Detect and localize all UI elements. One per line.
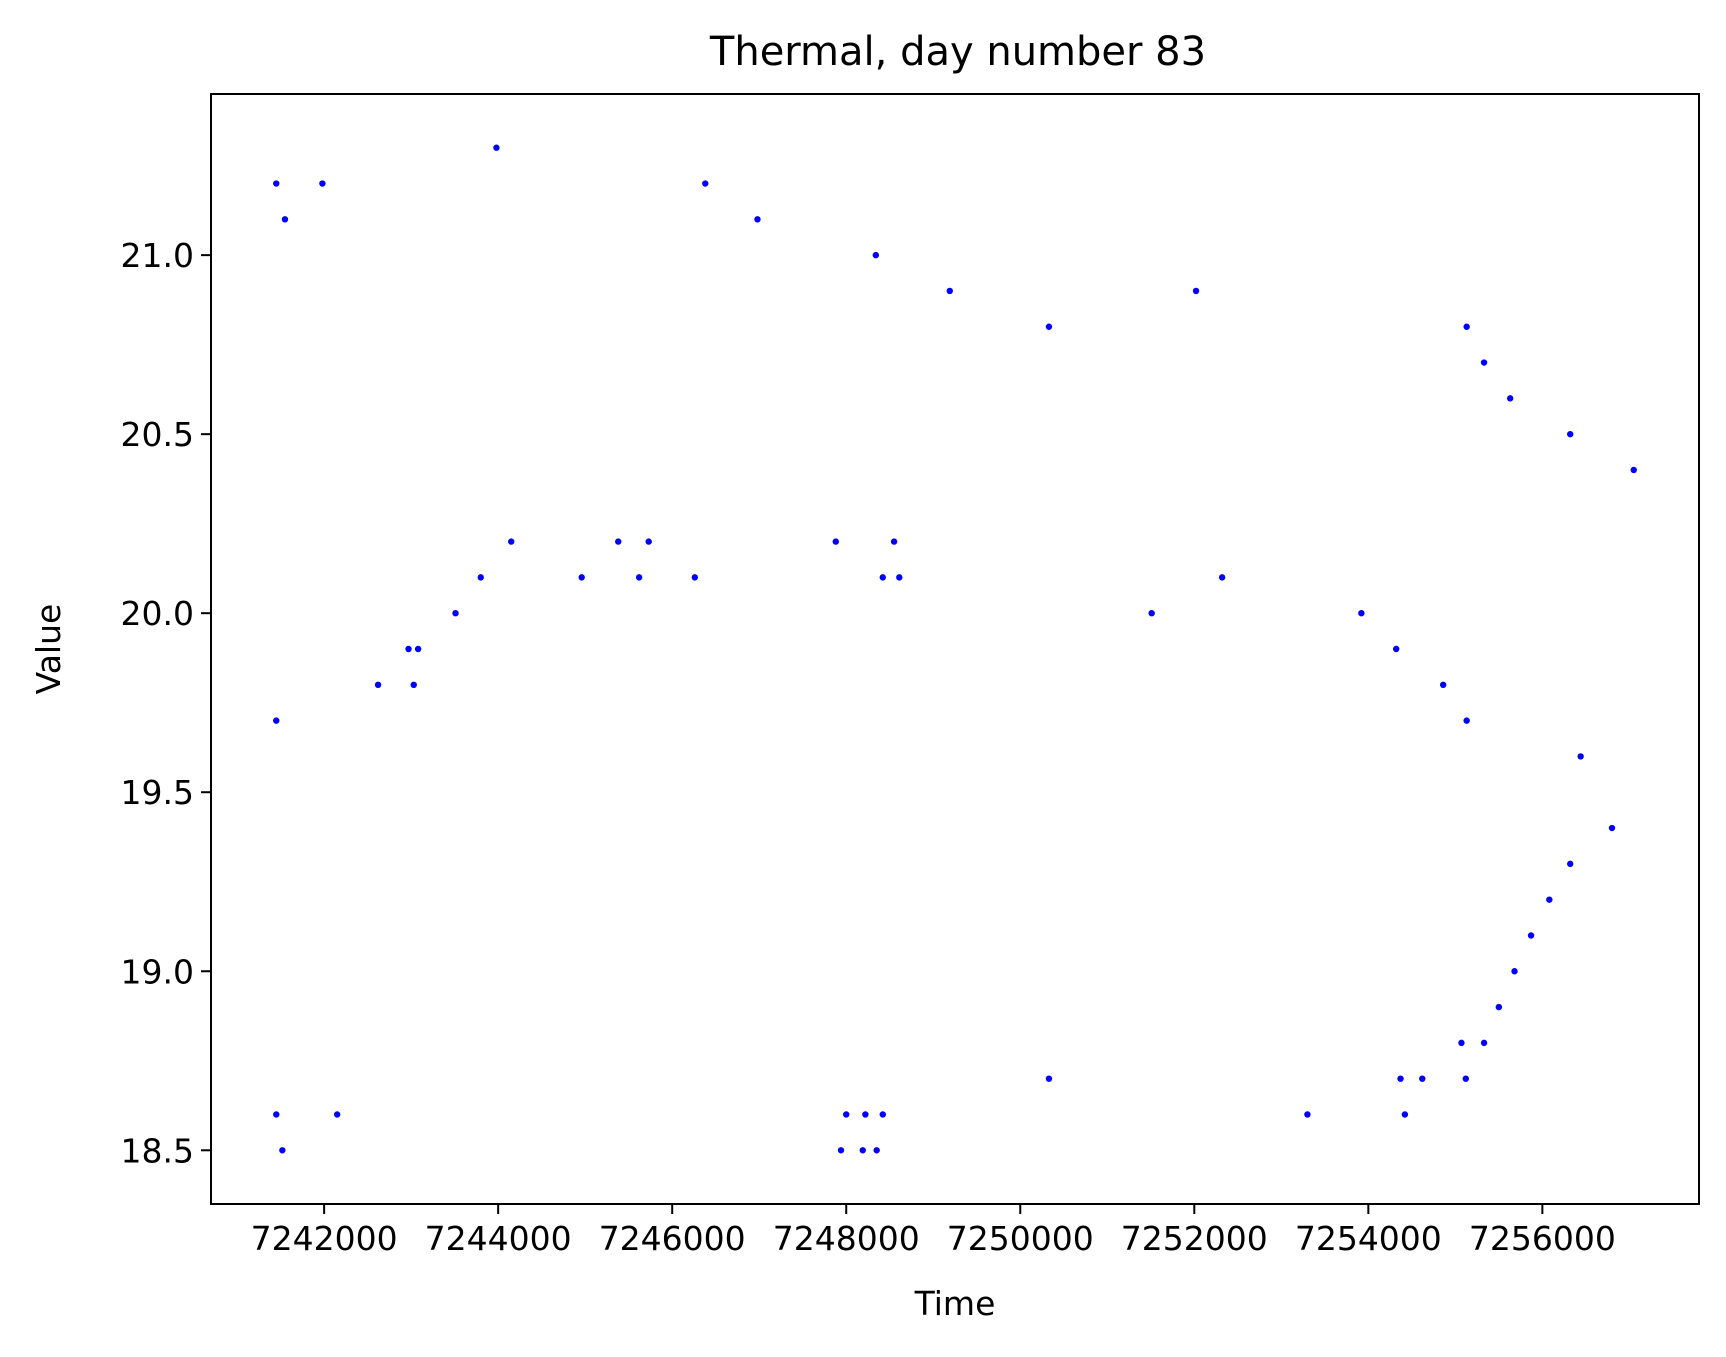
x-tick-label: 7254000 — [1295, 1219, 1442, 1258]
x-tick-label: 7250000 — [947, 1219, 1094, 1258]
x-axis: 7242000 7244000 7246000 7248000 7250000 72520… — [251, 1204, 1616, 1258]
data-point — [1045, 323, 1053, 330]
data-point — [1630, 466, 1637, 474]
y-axis-label: Value — [29, 604, 68, 695]
chart-title: Thermal, day number 83 — [709, 29, 1206, 75]
x-axis-label: Time — [914, 1284, 996, 1323]
data-point — [1439, 681, 1447, 689]
data-point — [414, 645, 422, 653]
data-point — [832, 538, 839, 545]
y-tick-label: 20.5 — [121, 415, 194, 454]
x-tick-label: 7256000 — [1469, 1219, 1616, 1258]
data-point — [452, 609, 459, 617]
x-tick-label: 7248000 — [773, 1219, 920, 1258]
data-point — [477, 574, 484, 581]
data-point — [333, 1111, 341, 1118]
y-axis: 18.5 19.0 19.5 20.0 20.5 21.0 — [121, 236, 211, 1170]
data-point — [890, 538, 898, 545]
data-point — [1567, 860, 1574, 868]
data-point — [862, 1111, 869, 1118]
data-point — [1567, 430, 1574, 438]
data-point — [635, 574, 643, 581]
data-point — [896, 574, 903, 581]
data-point — [615, 538, 622, 545]
data-point — [1045, 1075, 1053, 1082]
data-point — [493, 144, 500, 151]
data-point — [1304, 1111, 1311, 1118]
data-point — [279, 1147, 286, 1154]
data-point — [1148, 609, 1155, 617]
x-tick-label: 7244000 — [425, 1219, 572, 1258]
data-point — [1192, 287, 1200, 295]
y-tick-label: 21.0 — [121, 236, 194, 275]
data-point — [374, 681, 382, 689]
data-point — [837, 1147, 845, 1154]
data-point — [754, 216, 761, 223]
data-point — [1527, 932, 1535, 939]
data-point — [702, 180, 709, 187]
data-point — [1397, 1075, 1404, 1082]
x-tick-label: 7252000 — [1121, 1219, 1268, 1258]
data-point — [1392, 645, 1400, 653]
data-point — [1546, 896, 1553, 903]
x-tick-label: 7242000 — [251, 1219, 398, 1258]
data-points — [273, 144, 1637, 1154]
data-point — [873, 1147, 880, 1154]
data-point — [879, 574, 886, 581]
data-point — [1608, 824, 1616, 832]
data-point — [1358, 609, 1365, 617]
y-tick-label: 20.0 — [121, 594, 194, 633]
data-point — [410, 681, 417, 689]
data-point — [859, 1147, 866, 1154]
y-tick-label: 19.0 — [121, 952, 194, 991]
data-point — [273, 717, 280, 724]
data-point — [1480, 359, 1488, 366]
data-point — [1506, 395, 1514, 402]
data-point — [1401, 1111, 1409, 1118]
x-tick-label: 7246000 — [599, 1219, 746, 1258]
data-point — [578, 574, 585, 581]
data-point — [1419, 1075, 1426, 1082]
data-point — [319, 180, 326, 187]
data-point — [691, 574, 699, 581]
y-tick-label: 18.5 — [121, 1131, 194, 1170]
data-point — [273, 180, 280, 187]
data-point — [645, 538, 652, 545]
data-point — [1462, 1075, 1469, 1082]
data-point — [508, 538, 515, 545]
data-point — [405, 645, 412, 653]
data-point — [1495, 1003, 1503, 1011]
data-point — [946, 287, 953, 295]
data-point — [1463, 323, 1470, 330]
data-point — [879, 1111, 886, 1118]
data-point — [1463, 717, 1470, 724]
data-point — [1577, 753, 1584, 760]
data-point — [843, 1111, 850, 1118]
data-point — [281, 216, 289, 223]
y-tick-label: 19.5 — [121, 773, 194, 812]
data-point — [872, 251, 880, 259]
data-point — [1458, 1039, 1465, 1047]
data-point — [1511, 968, 1518, 975]
data-point — [273, 1111, 280, 1118]
data-point — [1480, 1039, 1488, 1047]
plot-area-frame — [210, 93, 1700, 1205]
data-point — [1218, 574, 1226, 581]
